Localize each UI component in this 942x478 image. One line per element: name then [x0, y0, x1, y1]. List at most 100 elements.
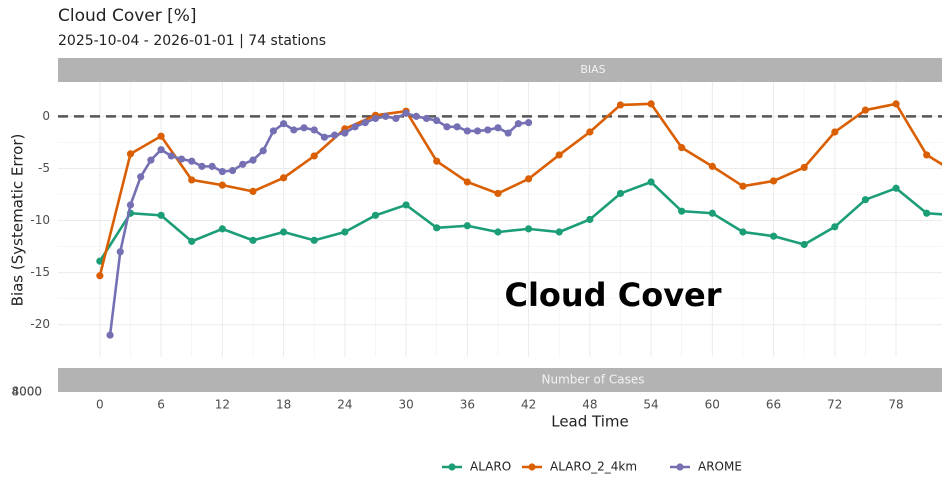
point — [555, 228, 563, 236]
point — [300, 124, 308, 132]
point — [157, 146, 165, 154]
point — [351, 123, 359, 131]
point — [310, 126, 318, 134]
point — [371, 114, 380, 123]
point — [433, 224, 441, 232]
point — [412, 112, 420, 120]
point — [473, 127, 482, 135]
legend-swatch — [676, 463, 684, 471]
x-tick-label: 72 — [827, 398, 842, 412]
point — [463, 127, 471, 135]
point — [616, 189, 625, 198]
point — [739, 182, 747, 190]
x-tick-label: 36 — [460, 398, 475, 412]
point — [586, 215, 594, 224]
x-tick-label: 78 — [888, 398, 903, 412]
point — [504, 129, 512, 137]
point — [269, 127, 277, 135]
grid — [58, 82, 942, 357]
point — [177, 155, 186, 163]
point — [310, 152, 318, 160]
point — [167, 152, 175, 160]
x-tick-label: 60 — [705, 398, 720, 412]
x-tick-label: 0 — [96, 398, 104, 412]
point — [96, 257, 104, 265]
point — [218, 225, 226, 233]
point — [310, 236, 318, 244]
point — [831, 128, 839, 136]
point — [331, 131, 339, 139]
point — [769, 177, 778, 185]
point — [290, 126, 298, 134]
point — [341, 228, 349, 236]
y-tick-label: -10 — [30, 213, 50, 227]
x-tick-label: 24 — [337, 398, 352, 412]
strip — [58, 368, 942, 392]
strip-label: Number of Cases — [541, 373, 644, 387]
point — [126, 150, 135, 158]
point — [463, 222, 471, 230]
chart-subtitle: 2025-10-04 - 2026-01-01 | 74 stations — [58, 33, 326, 49]
point — [126, 201, 135, 209]
y-tick-label: 4000 — [11, 385, 42, 399]
point — [188, 157, 196, 165]
point — [800, 240, 808, 249]
point — [443, 123, 451, 131]
point — [392, 114, 400, 123]
x-tick-label: 18 — [276, 398, 291, 412]
point — [218, 181, 226, 189]
point — [382, 112, 390, 120]
y-axis-title: Bias (Systematic Error) — [9, 134, 27, 307]
x-tick-label: 66 — [766, 398, 781, 412]
point — [188, 176, 196, 184]
y-tick-label: 8000 — [11, 385, 42, 399]
point — [555, 151, 563, 159]
point — [249, 236, 257, 244]
point — [923, 209, 931, 217]
point — [494, 189, 502, 198]
point — [371, 211, 380, 219]
x-tick-label: 48 — [582, 398, 597, 412]
point — [831, 223, 839, 231]
legend-swatch — [528, 463, 536, 471]
point — [320, 133, 329, 141]
plot-area — [58, 100, 942, 339]
point — [208, 162, 216, 170]
legend-label: ALARO_2_4km — [550, 460, 637, 474]
x-tick-label: 54 — [643, 398, 658, 412]
x-tick-label: 6 — [157, 398, 165, 412]
point — [708, 162, 716, 170]
point — [433, 157, 441, 165]
point — [769, 232, 778, 240]
point — [647, 178, 655, 186]
point — [892, 100, 900, 108]
point — [361, 119, 369, 127]
point — [647, 100, 655, 108]
point — [923, 151, 931, 159]
point — [678, 207, 686, 215]
point — [422, 114, 431, 123]
point — [116, 248, 124, 256]
point — [494, 124, 502, 132]
strip-label: BIAS — [580, 63, 605, 76]
point — [524, 119, 533, 127]
y-tick-label: -5 — [38, 161, 50, 175]
point — [800, 163, 808, 172]
point — [494, 228, 502, 236]
point — [239, 160, 247, 168]
legend-label: AROME — [698, 460, 742, 474]
point — [524, 225, 533, 233]
point — [157, 211, 165, 219]
point — [402, 201, 410, 209]
point — [678, 144, 686, 152]
point — [861, 196, 870, 204]
point — [739, 228, 747, 236]
line — [98, 102, 942, 277]
point — [279, 228, 288, 236]
point — [453, 123, 461, 131]
point — [188, 237, 196, 245]
x-tick-label: 12 — [215, 398, 230, 412]
point — [279, 120, 288, 128]
point — [463, 178, 471, 186]
